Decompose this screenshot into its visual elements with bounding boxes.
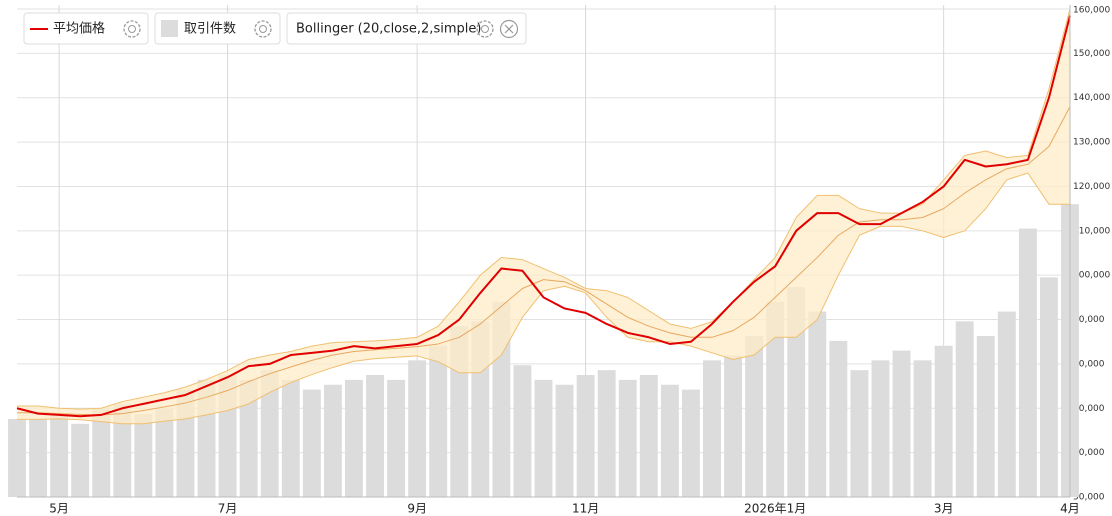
bollinger-upper: [17, 8, 1071, 410]
bollinger-band: [17, 9, 1070, 424]
volume-bar: [955, 321, 974, 497]
legend-label: Bollinger (20,close,2,simple): [296, 22, 481, 37]
legend-label: 取引件数: [184, 22, 236, 37]
legend-item-box[interactable]: [154, 12, 281, 45]
volume-bar: [618, 379, 637, 497]
x-tick-label: 4月: [1060, 502, 1080, 516]
volume-bar: [8, 418, 26, 497]
legend-item-box[interactable]: [286, 12, 527, 45]
volume-bar: [597, 370, 616, 497]
y-tick-label: 60,000: [1073, 448, 1105, 458]
volume-bar: [976, 335, 995, 497]
y-tick-label: 50,000: [1073, 493, 1105, 503]
volume-bar: [766, 301, 785, 497]
volume-bar: [913, 360, 932, 497]
volume-bar: [1039, 277, 1058, 497]
volume-bar: [408, 360, 427, 497]
y-tick-label: 120,000: [1073, 182, 1110, 192]
volume-bar: [302, 389, 321, 497]
volume-bar: [871, 360, 890, 497]
x-tick-label: 2026年1月: [744, 502, 806, 516]
close-icon[interactable]: [499, 19, 519, 39]
y-tick-label: 110,000: [1073, 226, 1110, 236]
x-tick-label: 11月: [572, 502, 599, 516]
settings-icon[interactable]: [476, 20, 494, 38]
settings-icon[interactable]: [123, 20, 141, 38]
volume-bar: [71, 423, 90, 497]
bollinger-middle: [17, 106, 1071, 416]
legend-item-box[interactable]: [23, 12, 149, 45]
volume-bar: [134, 414, 153, 497]
volume-bar: [323, 384, 342, 497]
y-tick-label: 160,000: [1073, 6, 1110, 16]
volume-bar: [387, 379, 406, 497]
volume-bar: [366, 375, 384, 497]
volume-bar: [92, 409, 111, 497]
volume-bar: [513, 365, 532, 497]
x-tick-label: 5月: [49, 502, 69, 516]
volume-bar: [113, 404, 132, 497]
x-tick-label: 9月: [407, 502, 427, 516]
y-tick-label: 150,000: [1073, 49, 1110, 59]
settings-icon[interactable]: [254, 20, 272, 38]
volume-bar: [155, 409, 174, 497]
price-line: [16, 15, 1071, 418]
y-tick-label: 70,000: [1073, 404, 1105, 414]
volume-bar: [892, 350, 911, 497]
volume-bar: [576, 375, 595, 497]
volume-bar: [281, 379, 300, 497]
y-tick-label: 90,000: [1073, 315, 1105, 325]
volume-bar: [1018, 228, 1037, 497]
y-tick-label: 140,000: [1073, 93, 1110, 103]
volume-bar: [429, 345, 448, 497]
volume-bar: [724, 355, 742, 497]
volume-bar: [808, 311, 827, 497]
volume-bar: [639, 375, 658, 497]
volume-bar: [787, 287, 806, 497]
volume-bar: [934, 345, 953, 497]
legend-swatch: [161, 20, 178, 37]
volume-bar: [555, 384, 574, 497]
volume-bar: [260, 370, 279, 497]
plot-area: 50,000 60,000 70,000 80,000 90,000 100,000 110…: [8, 5, 1110, 516]
volume-bar: [239, 379, 258, 497]
y-tick-label: 80,000: [1073, 359, 1105, 369]
volume-bar: [850, 370, 869, 497]
bollinger-lower: [17, 172, 1070, 425]
volume-bar: [534, 379, 553, 497]
legend-label: 平均価格: [53, 21, 105, 37]
x-tick-label: 3月: [934, 502, 954, 516]
volume-bar: [660, 384, 679, 497]
x-tick-label: 7月: [218, 502, 238, 516]
y-tick-label: 100,000: [1073, 271, 1110, 281]
legend: 平均価格 取引件数 Bollinger (20,close,2,simple): [23, 12, 527, 45]
y-tick-label: 130,000: [1073, 138, 1110, 148]
volume-bar: [681, 389, 700, 497]
volume-bar: [345, 379, 363, 497]
volume-bar: [703, 360, 721, 497]
volume-bar: [997, 311, 1016, 497]
volume-bar: [50, 414, 69, 497]
volume-bar: [29, 418, 48, 497]
volume-bar: [745, 335, 764, 497]
volume-bar: [829, 340, 848, 497]
